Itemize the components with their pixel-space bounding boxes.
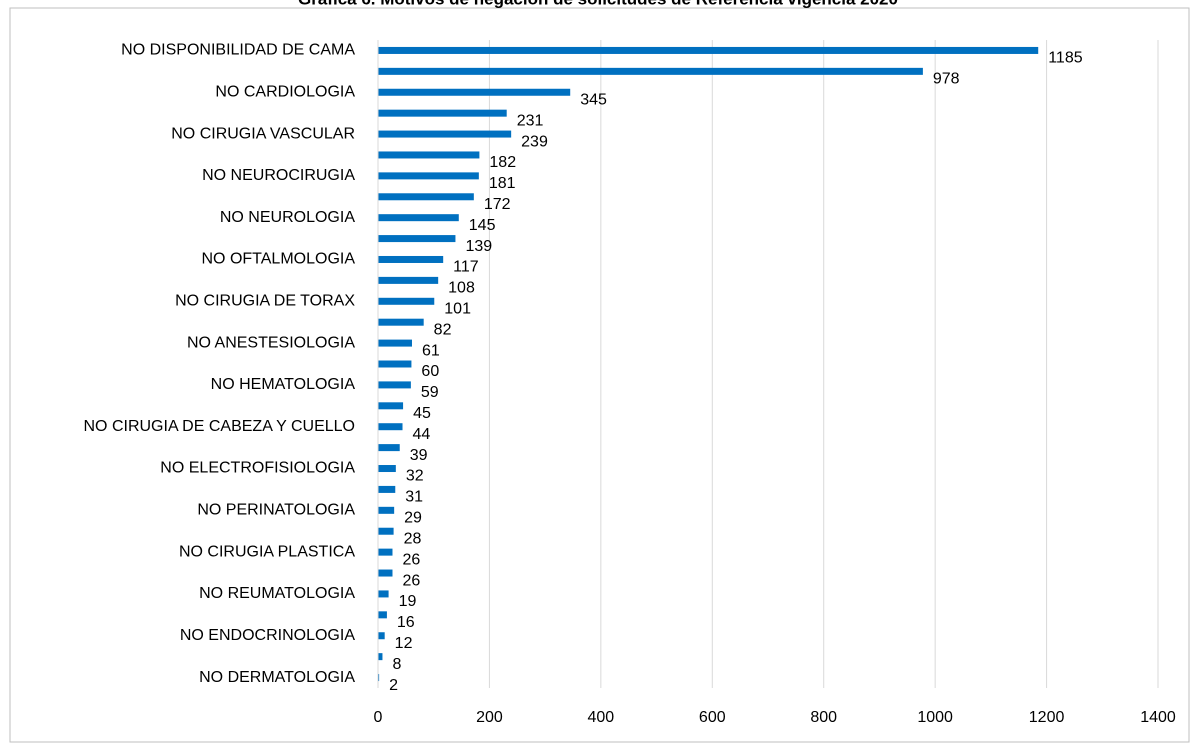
x-tick-label: 1400 bbox=[1140, 709, 1176, 726]
y-tick-label: NO REUMATOLOGIA bbox=[199, 585, 355, 602]
value-label: 145 bbox=[469, 217, 496, 234]
value-label: 31 bbox=[405, 489, 423, 506]
value-label: 60 bbox=[421, 363, 439, 380]
bar bbox=[378, 297, 435, 305]
bar bbox=[378, 318, 424, 326]
value-label: 182 bbox=[489, 154, 516, 171]
bar bbox=[378, 569, 393, 577]
bar bbox=[378, 485, 396, 493]
bar bbox=[378, 214, 459, 222]
x-tick-label: 0 bbox=[374, 709, 383, 726]
value-label: 45 bbox=[413, 405, 431, 422]
bar bbox=[378, 653, 383, 661]
bar bbox=[378, 465, 396, 473]
value-label: 239 bbox=[521, 133, 548, 150]
value-label: 16 bbox=[397, 614, 415, 631]
value-label: 19 bbox=[399, 593, 417, 610]
value-label: 108 bbox=[448, 280, 475, 297]
x-tick-label: 200 bbox=[476, 709, 503, 726]
value-label: 28 bbox=[404, 530, 422, 547]
value-label: 59 bbox=[421, 384, 439, 401]
bar bbox=[378, 548, 393, 556]
value-label: 181 bbox=[489, 175, 516, 192]
y-tick-label: NO CIRUGIA PLASTICA bbox=[179, 543, 355, 560]
bar bbox=[378, 381, 411, 389]
bar bbox=[378, 172, 479, 180]
bar bbox=[378, 235, 456, 243]
bar bbox=[378, 632, 385, 640]
bar bbox=[378, 402, 404, 410]
x-tick-label: 1000 bbox=[917, 709, 953, 726]
bar bbox=[378, 276, 439, 284]
bar bbox=[378, 590, 389, 598]
y-tick-label: NO ENDOCRINOLOGIA bbox=[180, 627, 355, 644]
y-tick-label: NO ELECTROFISIOLOGIA bbox=[160, 460, 355, 477]
bar bbox=[378, 339, 412, 347]
value-label: 345 bbox=[580, 91, 607, 108]
value-label: 139 bbox=[465, 238, 492, 255]
bar bbox=[378, 611, 387, 619]
bar bbox=[378, 360, 412, 368]
y-tick-label: NO HEMATOLOGIA bbox=[211, 376, 356, 393]
bar bbox=[378, 46, 1039, 54]
x-tick-label: 600 bbox=[699, 709, 726, 726]
value-label: 44 bbox=[413, 426, 431, 443]
y-tick-label: NO OFTALMOLOGIA bbox=[202, 251, 356, 268]
value-label: 82 bbox=[434, 321, 452, 338]
bar bbox=[378, 444, 400, 452]
bar bbox=[378, 255, 444, 263]
bar bbox=[378, 674, 380, 682]
value-label: 117 bbox=[453, 259, 479, 276]
value-label: 101 bbox=[444, 301, 471, 318]
value-label: 8 bbox=[392, 656, 401, 673]
bar bbox=[378, 193, 474, 201]
bar bbox=[378, 527, 394, 535]
bar bbox=[378, 88, 571, 96]
x-tick-label: 400 bbox=[588, 709, 615, 726]
chart-title: Gráfica 6. Motivos de negación de solici… bbox=[298, 0, 898, 8]
y-tick-label: NO CIRUGIA VASCULAR bbox=[171, 125, 355, 142]
bar bbox=[378, 151, 480, 159]
y-tick-label: NO DISPONIBILIDAD DE CAMA bbox=[121, 42, 355, 59]
chart-frame bbox=[9, 7, 1190, 743]
value-label: 32 bbox=[406, 468, 424, 485]
y-tick-label: NO ANESTESIOLOGIA bbox=[187, 334, 355, 351]
value-label: 978 bbox=[933, 71, 960, 88]
value-label: 2 bbox=[389, 677, 398, 694]
value-label: 1185 bbox=[1048, 50, 1083, 67]
bar bbox=[378, 130, 512, 138]
x-tick-label: 800 bbox=[810, 709, 837, 726]
x-tick-label: 1200 bbox=[1029, 709, 1065, 726]
y-tick-label: NO PERINATOLOGIA bbox=[197, 502, 355, 519]
value-label: 231 bbox=[517, 112, 544, 129]
y-tick-label: NO CARDIOLOGIA bbox=[215, 83, 355, 100]
y-tick-label: NO DERMATOLOGIA bbox=[199, 669, 355, 686]
value-label: 29 bbox=[404, 510, 422, 527]
value-label: 39 bbox=[410, 447, 428, 464]
value-label: 172 bbox=[484, 196, 511, 213]
y-tick-label: NO CIRUGIA DE CABEZA Y CUELLO bbox=[84, 418, 356, 435]
y-tick-label: NO CIRUGIA DE TORAX bbox=[175, 293, 355, 310]
bar bbox=[378, 109, 507, 117]
bar bbox=[378, 67, 923, 75]
value-label: 61 bbox=[422, 342, 440, 359]
bar bbox=[378, 423, 403, 431]
value-label: 26 bbox=[402, 572, 420, 589]
bar bbox=[378, 506, 395, 514]
y-tick-label: NO NEUROCIRUGIA bbox=[202, 167, 355, 184]
value-label: 26 bbox=[402, 551, 420, 568]
y-tick-label: NO NEUROLOGIA bbox=[220, 209, 355, 226]
value-label: 12 bbox=[395, 635, 413, 652]
